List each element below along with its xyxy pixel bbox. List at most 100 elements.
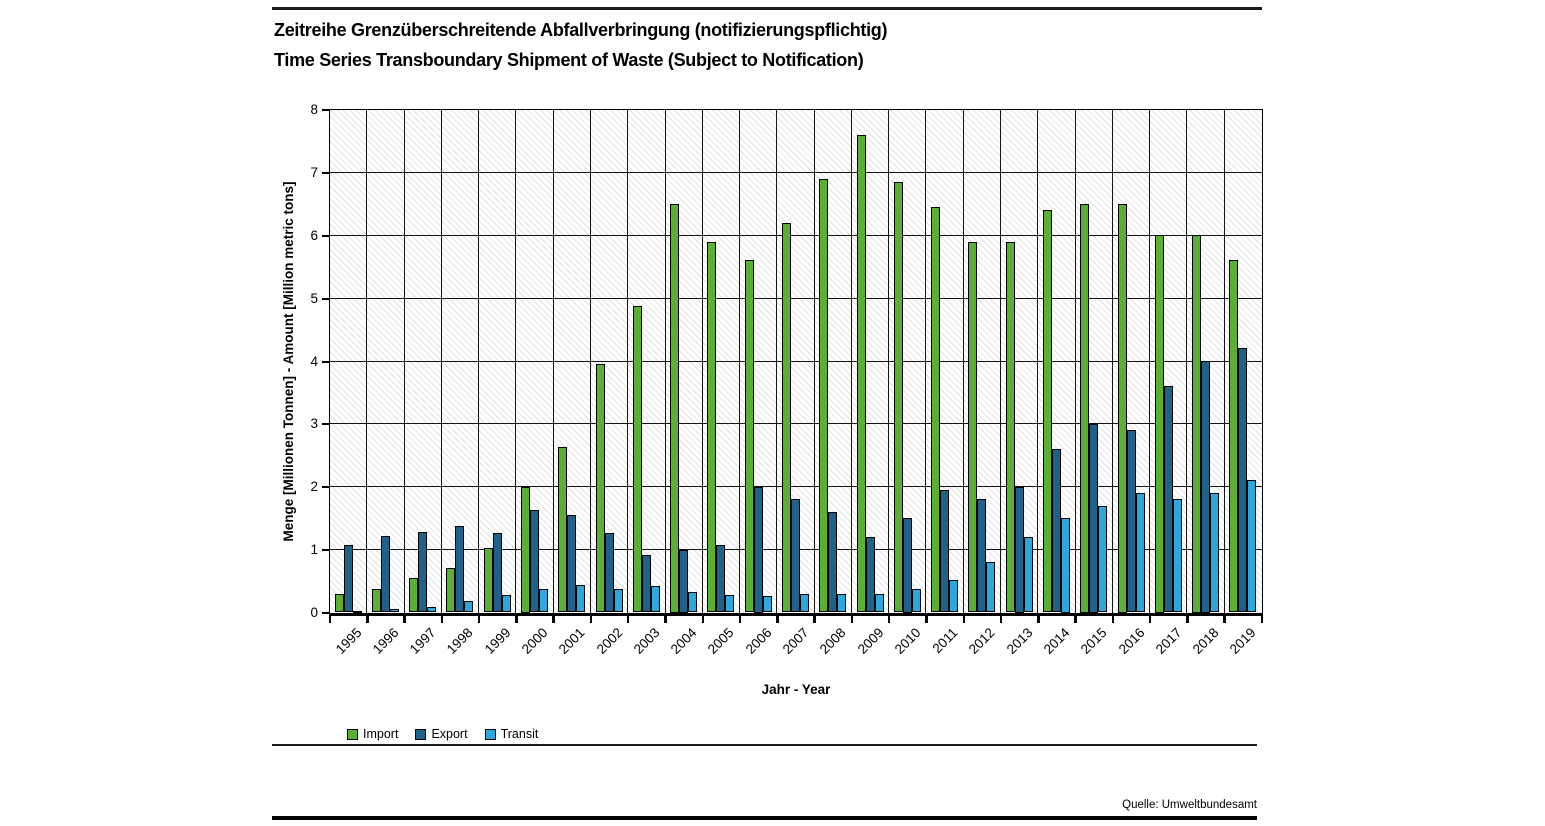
bar-transit-2005 — [725, 594, 735, 613]
chart-title-english: Time Series Transboundary Shipment of Wa… — [274, 50, 864, 70]
gridline-v-11 — [739, 109, 741, 613]
bar-export-2007 — [791, 499, 800, 613]
x-tick-label-2003: 2003 — [630, 625, 663, 657]
bar-export-2006 — [753, 486, 763, 613]
x-tick-label-2019: 2019 — [1227, 625, 1259, 657]
bar-export-2018 — [1201, 361, 1211, 613]
x-tick-label-2000: 2000 — [518, 625, 551, 657]
bar-import-2017 — [1154, 235, 1164, 613]
x-tick-label-2012: 2012 — [966, 625, 998, 657]
gridline-v-15 — [888, 109, 890, 613]
legend-swatch-export — [415, 729, 427, 740]
x-tick-label-1997: 1997 — [406, 625, 439, 657]
bar-transit-2007 — [800, 594, 809, 613]
x-tick-label-2015: 2015 — [1077, 625, 1110, 657]
bar-import-2001 — [558, 447, 568, 613]
x-tick-label-2005: 2005 — [705, 625, 738, 657]
x-tick-label-2001: 2001 — [556, 625, 588, 657]
x-tick-label-2010: 2010 — [891, 625, 924, 657]
legend-label-import: Import — [363, 727, 399, 741]
top-rule — [272, 7, 1262, 10]
x-tick-label-2007: 2007 — [779, 625, 812, 657]
x-tick-label-1996: 1996 — [369, 625, 402, 657]
gridline-v-21 — [1111, 109, 1113, 613]
bar-export-1999 — [492, 532, 502, 613]
gridline-v-12 — [776, 109, 778, 613]
bar-import-2005 — [707, 241, 717, 613]
bar-export-2011 — [940, 489, 950, 613]
bar-export-2004 — [679, 549, 689, 613]
bar-transit-2004 — [688, 592, 698, 613]
bar-transit-2018 — [1210, 493, 1220, 613]
bar-import-2016 — [1117, 203, 1127, 613]
bar-transit-1999 — [501, 594, 511, 613]
bar-export-1996 — [380, 535, 390, 613]
bar-export-2003 — [641, 554, 651, 613]
bar-import-1997 — [409, 577, 419, 613]
gridline-v-14 — [850, 109, 852, 613]
x-tick-label-2016: 2016 — [1115, 625, 1148, 657]
bar-export-1998 — [455, 525, 465, 613]
bar-transit-2009 — [874, 594, 884, 613]
gridline-v-22 — [1149, 109, 1151, 613]
bar-import-2000 — [521, 486, 531, 613]
x-tick-label-2006: 2006 — [742, 625, 775, 657]
legend-item-transit: Transit — [484, 728, 538, 741]
bar-transit-1997 — [427, 607, 437, 613]
x-tick-label-2017: 2017 — [1152, 625, 1185, 657]
bar-transit-2002 — [613, 588, 623, 613]
x-axis-title: Jahr - Year — [761, 682, 831, 697]
legend-item-import: Import — [347, 728, 398, 741]
chart-title-german: Zeitreihe Grenzüberschreitende Abfallver… — [274, 20, 888, 40]
plot-area — [328, 108, 1263, 616]
bar-import-1996 — [371, 589, 381, 613]
bar-import-2012 — [968, 241, 978, 613]
bar-transit-1996 — [389, 608, 399, 613]
bar-export-2002 — [604, 532, 614, 613]
legend: Import Export Transit — [347, 728, 538, 741]
gridline-v-2 — [403, 109, 405, 613]
gridline-v-18 — [1000, 109, 1002, 613]
bar-transit-2010 — [911, 588, 921, 613]
gridline-v-8 — [627, 109, 629, 613]
bar-import-1998 — [446, 568, 456, 613]
bar-export-2017 — [1163, 386, 1173, 613]
bar-import-2008 — [819, 178, 829, 613]
bar-import-2010 — [893, 181, 903, 613]
gridline-v-19 — [1037, 109, 1039, 613]
x-tick-label-2009: 2009 — [854, 625, 887, 657]
bar-import-2002 — [595, 364, 605, 613]
bar-import-1995 — [334, 593, 344, 613]
bar-export-2001 — [567, 515, 577, 613]
legend-swatch-transit — [484, 729, 496, 740]
bar-export-1997 — [418, 532, 428, 613]
bar-import-2019 — [1229, 260, 1239, 613]
bottom-rule — [272, 816, 1257, 820]
bar-import-1999 — [483, 547, 493, 613]
x-tick-label-1998: 1998 — [444, 625, 477, 657]
bar-transit-2003 — [650, 586, 660, 613]
x-tick-label-2013: 2013 — [1003, 625, 1036, 657]
bar-export-2013 — [1014, 486, 1024, 613]
legend-item-export: Export — [415, 728, 468, 741]
bar-transit-2015 — [1098, 505, 1108, 613]
bar-import-2013 — [1005, 241, 1015, 613]
bar-transit-1995 — [352, 611, 362, 614]
bar-transit-2017 — [1172, 499, 1182, 613]
gridline-v-20 — [1074, 109, 1076, 613]
bar-export-2014 — [1051, 449, 1061, 613]
y-axis-title: Menge [Millionen Tonnen] - Amount [Milli… — [281, 181, 296, 542]
bar-export-2009 — [865, 537, 875, 613]
gridline-v-4 — [478, 109, 480, 613]
bar-export-2010 — [902, 518, 912, 613]
gridline-h-4 — [329, 360, 1262, 362]
bar-export-2012 — [977, 499, 987, 613]
bar-export-1995 — [343, 544, 353, 613]
gridline-h-7 — [329, 171, 1262, 173]
gridline-v-9 — [664, 109, 666, 613]
bar-transit-2006 — [762, 596, 772, 613]
x-tick-label-2018: 2018 — [1189, 625, 1222, 657]
bar-import-2018 — [1192, 235, 1202, 613]
x-tick-label-1995: 1995 — [332, 625, 365, 657]
